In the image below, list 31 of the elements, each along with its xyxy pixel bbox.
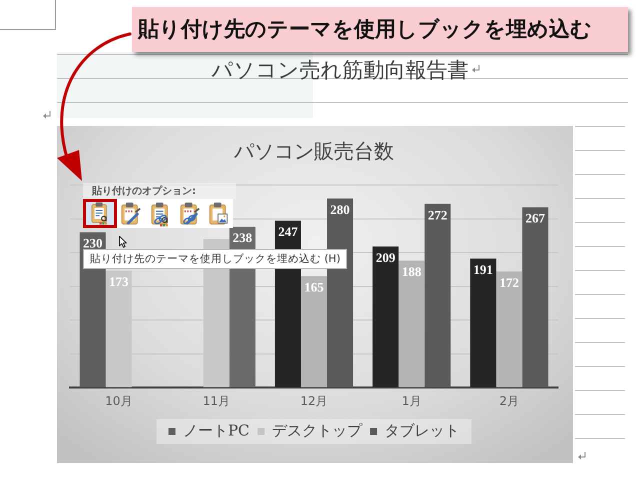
data-label: 238 [232, 230, 253, 246]
bar [398, 260, 425, 388]
text: パソコン売れ筋動向報告書 [210, 58, 470, 82]
data-label: 165 [304, 280, 324, 295]
bar [470, 258, 496, 388]
bar [522, 207, 548, 388]
legend-label: デスクトップ [272, 421, 364, 440]
bar [372, 246, 399, 388]
bar [424, 204, 451, 388]
x-tick-label: 11月 [202, 394, 230, 408]
data-label: 272 [428, 207, 448, 222]
legend-label: タブレット [384, 421, 460, 440]
chart-title: パソコン販売台数 [233, 139, 394, 164]
data-label: 247 [278, 224, 298, 240]
data-label: 209 [376, 250, 396, 265]
data-label: 230 [83, 236, 103, 251]
text: 貼り付け先のテーマを使用しブックを埋め込む [132, 7, 628, 52]
x-tick-label: 10月 [105, 394, 132, 408]
annotation: 貼り付け先のテーマを使用しブックを埋め込む (H) [83, 249, 348, 269]
data-label: 172 [499, 274, 519, 290]
x-tick-label: 2月 [499, 394, 520, 408]
legend-label: ノートPC [182, 421, 250, 440]
bar [496, 271, 522, 388]
data-label: 280 [330, 202, 350, 217]
x-tick-label: 12月 [300, 394, 328, 408]
bar [300, 276, 328, 388]
data-label: 267 [525, 210, 546, 226]
annotation: 貼り付けのオプション: [92, 185, 196, 198]
x-tick-label: 1月 [402, 394, 422, 408]
data-label: 191 [473, 262, 493, 277]
data-label: 188 [402, 264, 422, 279]
